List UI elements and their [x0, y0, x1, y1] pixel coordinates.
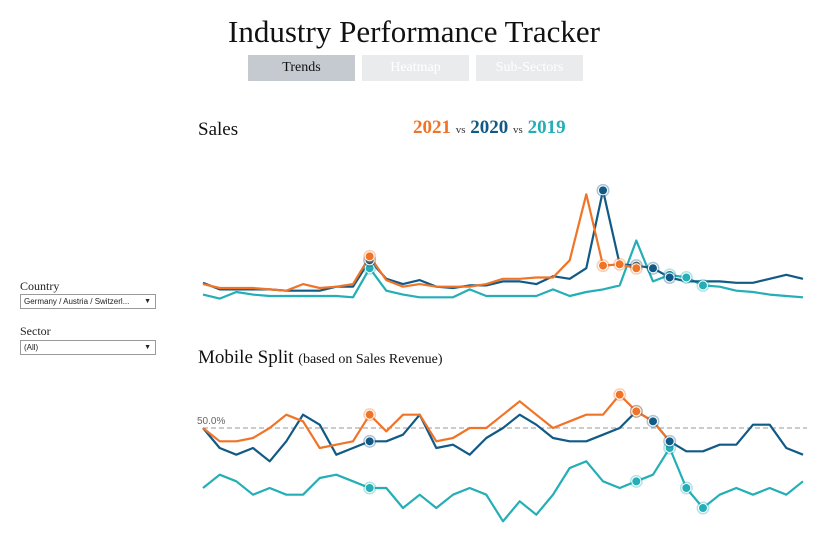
- sales-chart-title: Sales: [198, 119, 239, 140]
- series-line-2021: [202, 193, 637, 292]
- data-point-2021: [631, 406, 642, 417]
- series-line-2020: [202, 410, 804, 463]
- legend-2021: 2021: [413, 117, 451, 138]
- tab-bar: Trends Heatmap Sub-Sectors: [248, 55, 583, 81]
- data-point-2021: [364, 251, 375, 262]
- tab-trends[interactable]: Trends: [248, 55, 355, 81]
- country-select-value: Germany / Austria / Switzerl...: [24, 297, 130, 306]
- legend-vs: vs: [455, 124, 466, 136]
- data-point-2021: [614, 259, 625, 270]
- series-line-2021: [202, 393, 671, 450]
- series-line-2020: [202, 189, 804, 292]
- caret-down-icon: ▼: [144, 344, 151, 351]
- data-point-2019: [681, 483, 692, 493]
- year-legend: 2021 vs 2020 vs 2019: [413, 117, 566, 139]
- caret-down-icon: ▼: [144, 298, 151, 305]
- sector-select[interactable]: (All) ▼: [20, 340, 156, 355]
- tab-sub-sectors[interactable]: Sub-Sectors: [476, 55, 583, 81]
- data-point-2019: [631, 476, 642, 487]
- mobile-split-chart-title: Mobile Split (based on Sales Revenue): [198, 347, 443, 369]
- legend-vs: vs: [513, 124, 523, 136]
- data-point-2021: [364, 409, 375, 420]
- data-point-2020: [664, 272, 675, 283]
- data-point-2019: [364, 483, 375, 493]
- tab-heatmap[interactable]: Heatmap: [362, 55, 469, 81]
- reference-line-label: 50.0%: [197, 416, 225, 427]
- sector-filter-label: Sector: [20, 324, 51, 338]
- mobile-split-title: Mobile Split: [198, 347, 294, 368]
- page-title: Industry Performance Tracker: [228, 14, 600, 49]
- data-point-2021: [614, 389, 625, 400]
- data-point-2019: [698, 280, 708, 291]
- country-select[interactable]: Germany / Austria / Switzerl... ▼: [20, 294, 156, 309]
- data-point-2020: [648, 416, 658, 427]
- sector-select-value: (All): [24, 343, 39, 352]
- data-point-2020: [598, 185, 608, 196]
- legend-2019: 2019: [527, 117, 566, 138]
- series-line-2019: [202, 446, 804, 523]
- data-point-2020: [364, 436, 375, 447]
- data-point-2021: [598, 260, 608, 271]
- data-point-2020: [664, 436, 675, 447]
- mobile-split-subtitle: (based on Sales Revenue): [298, 352, 443, 367]
- data-point-2021: [631, 263, 642, 274]
- country-filter-label: Country: [20, 279, 60, 293]
- data-point-2019: [681, 272, 692, 283]
- legend-2020: 2020: [470, 117, 509, 138]
- data-point-2020: [648, 263, 658, 274]
- data-point-2019: [698, 503, 708, 513]
